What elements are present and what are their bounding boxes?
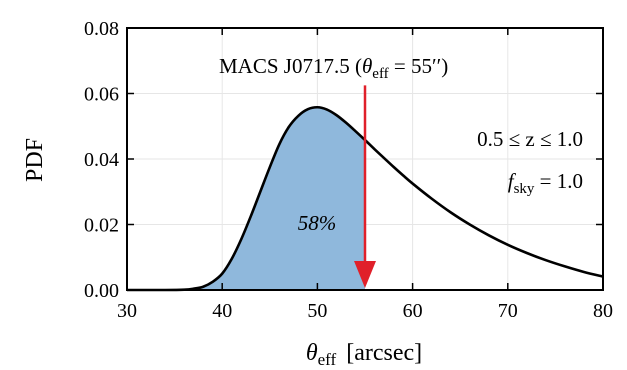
shaded-percent-label: 58% xyxy=(298,211,337,235)
redshift-annotation: 0.5 ≤ z ≤ 1.0 xyxy=(477,127,583,151)
cluster-value: = 55′′) xyxy=(389,54,449,78)
y-tick-label: 0.04 xyxy=(84,149,119,171)
x-tick-label: 70 xyxy=(498,300,518,322)
x-axis-label: θeff [arcsec] xyxy=(306,340,422,369)
cluster-theta-sub: eff xyxy=(372,66,388,82)
y-tick-label: 0.08 xyxy=(84,18,119,40)
y-tick-label: 0.02 xyxy=(84,215,119,237)
x-tick-label: 50 xyxy=(307,300,327,322)
arrow-head xyxy=(354,261,376,288)
fsky-annotation: fsky = 1.0 xyxy=(508,169,583,197)
fsky-sub: sky xyxy=(514,181,535,197)
cluster-theta: θ xyxy=(362,54,372,78)
y-axis-label: PDF xyxy=(22,138,48,182)
x-axis-sub: eff xyxy=(318,350,337,369)
fsky-value: = 1.0 xyxy=(534,169,583,193)
y-tick-label: 0.00 xyxy=(84,280,119,302)
ticks: 30 40 50 60 70 80 0.00 0.02 0.04 0.06 0.08 xyxy=(84,18,613,322)
y-tick-label: 0.06 xyxy=(84,84,119,106)
x-axis-unit: [arcsec] xyxy=(346,340,422,366)
shaded-region xyxy=(127,107,365,290)
fsky-symbol: f xyxy=(508,169,517,193)
cluster-label: MACS J0717.5 (θeff = 55′′) xyxy=(219,54,448,82)
cluster-name: MACS J0717.5 ( xyxy=(219,54,362,78)
x-tick-label: 40 xyxy=(212,300,232,322)
x-tick-label: 60 xyxy=(403,300,423,322)
cluster-marker-arrow xyxy=(354,85,376,288)
pdf-curve xyxy=(127,105,604,292)
x-axis-theta: θ xyxy=(306,340,318,366)
x-tick-label: 80 xyxy=(593,300,613,322)
x-tick-label: 30 xyxy=(117,300,137,322)
